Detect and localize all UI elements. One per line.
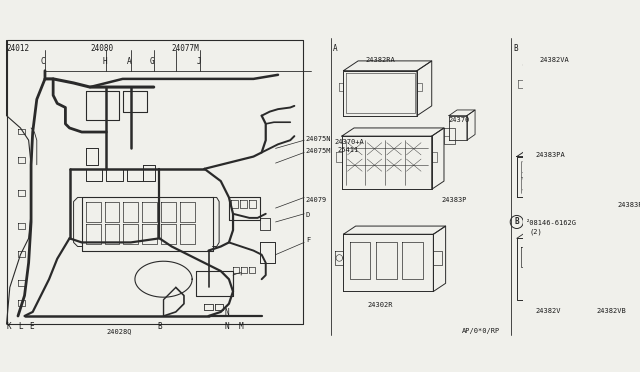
Text: M: M — [239, 322, 243, 331]
Text: 24383PA: 24383PA — [618, 202, 640, 208]
Text: 24012: 24012 — [6, 44, 29, 53]
Text: ²08146-6162G: ²08146-6162G — [525, 220, 577, 226]
Text: C: C — [41, 57, 45, 66]
Text: 24370: 24370 — [448, 117, 469, 123]
Text: L: L — [18, 322, 22, 331]
Text: B: B — [515, 218, 519, 227]
Text: 24383P: 24383P — [442, 198, 467, 203]
Text: F: F — [306, 237, 310, 243]
Text: 24080: 24080 — [90, 44, 113, 53]
Text: AP/0*0/RP: AP/0*0/RP — [462, 328, 500, 334]
Text: 24077M: 24077M — [172, 44, 200, 53]
Text: B: B — [157, 322, 162, 331]
Text: 24382V: 24382V — [536, 308, 561, 314]
Text: E: E — [29, 322, 34, 331]
Text: A: A — [333, 44, 337, 53]
Text: 24382VB: 24382VB — [597, 308, 627, 314]
Text: 24075N: 24075N — [306, 136, 332, 142]
Text: 24383PA: 24383PA — [536, 153, 565, 158]
Text: N: N — [225, 308, 230, 317]
Text: 25411: 25411 — [338, 147, 359, 153]
Text: K: K — [6, 322, 11, 331]
Text: 24075M: 24075M — [306, 148, 332, 154]
Text: D: D — [306, 212, 310, 218]
Text: J: J — [196, 57, 201, 66]
Text: 24028Q: 24028Q — [106, 328, 132, 334]
Text: 24382VA: 24382VA — [540, 57, 569, 63]
Text: (2): (2) — [529, 228, 542, 235]
Text: 24370+A: 24370+A — [335, 139, 364, 145]
Text: G: G — [150, 57, 154, 66]
Text: H: H — [102, 57, 107, 66]
Text: 24382RA: 24382RA — [365, 57, 396, 63]
Text: 24079: 24079 — [306, 198, 327, 203]
Text: A: A — [127, 57, 131, 66]
Text: 24302R: 24302R — [368, 302, 394, 308]
Text: N: N — [225, 322, 230, 331]
Text: B: B — [513, 44, 518, 53]
